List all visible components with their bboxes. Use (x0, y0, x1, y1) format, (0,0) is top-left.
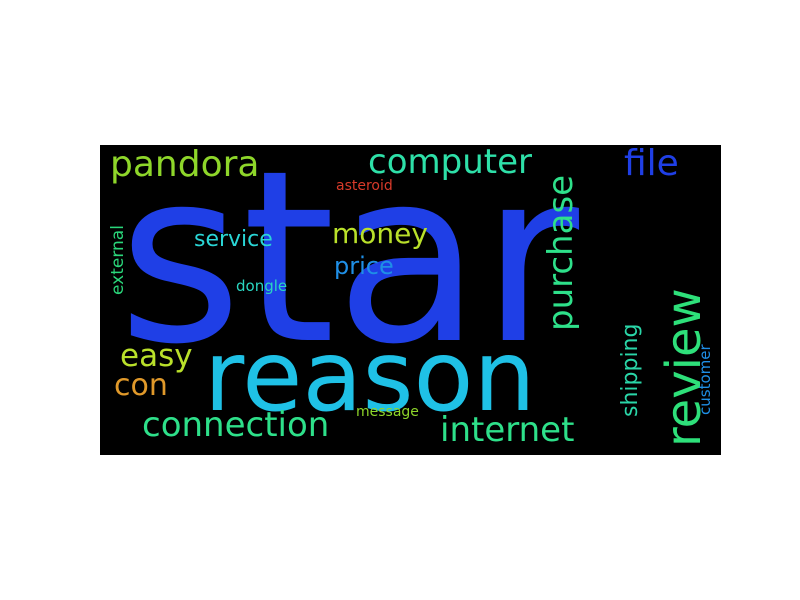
word-connection: connection (142, 405, 330, 445)
word-computer: computer (368, 145, 532, 182)
word-cloud-canvas: star reason pandora computer file astero… (100, 145, 721, 455)
word-dongle: dongle (236, 277, 288, 295)
word-file: file (624, 145, 679, 184)
word-star: star (118, 145, 580, 397)
word-price: price (334, 252, 394, 280)
word-con: con (114, 368, 168, 403)
word-money: money (332, 217, 428, 250)
word-shipping: shipping (618, 323, 643, 417)
word-asteroid: asteroid (336, 178, 393, 194)
word-internet: internet (440, 410, 575, 450)
word-reason: reason (204, 320, 536, 434)
word-service: service (194, 227, 273, 252)
word-message: message (356, 404, 419, 420)
word-pandora: pandora (110, 145, 260, 185)
word-customer: customer (696, 344, 714, 415)
word-external: external (108, 225, 128, 295)
word-easy: easy (120, 338, 193, 374)
word-purchase: purchase (541, 174, 581, 331)
